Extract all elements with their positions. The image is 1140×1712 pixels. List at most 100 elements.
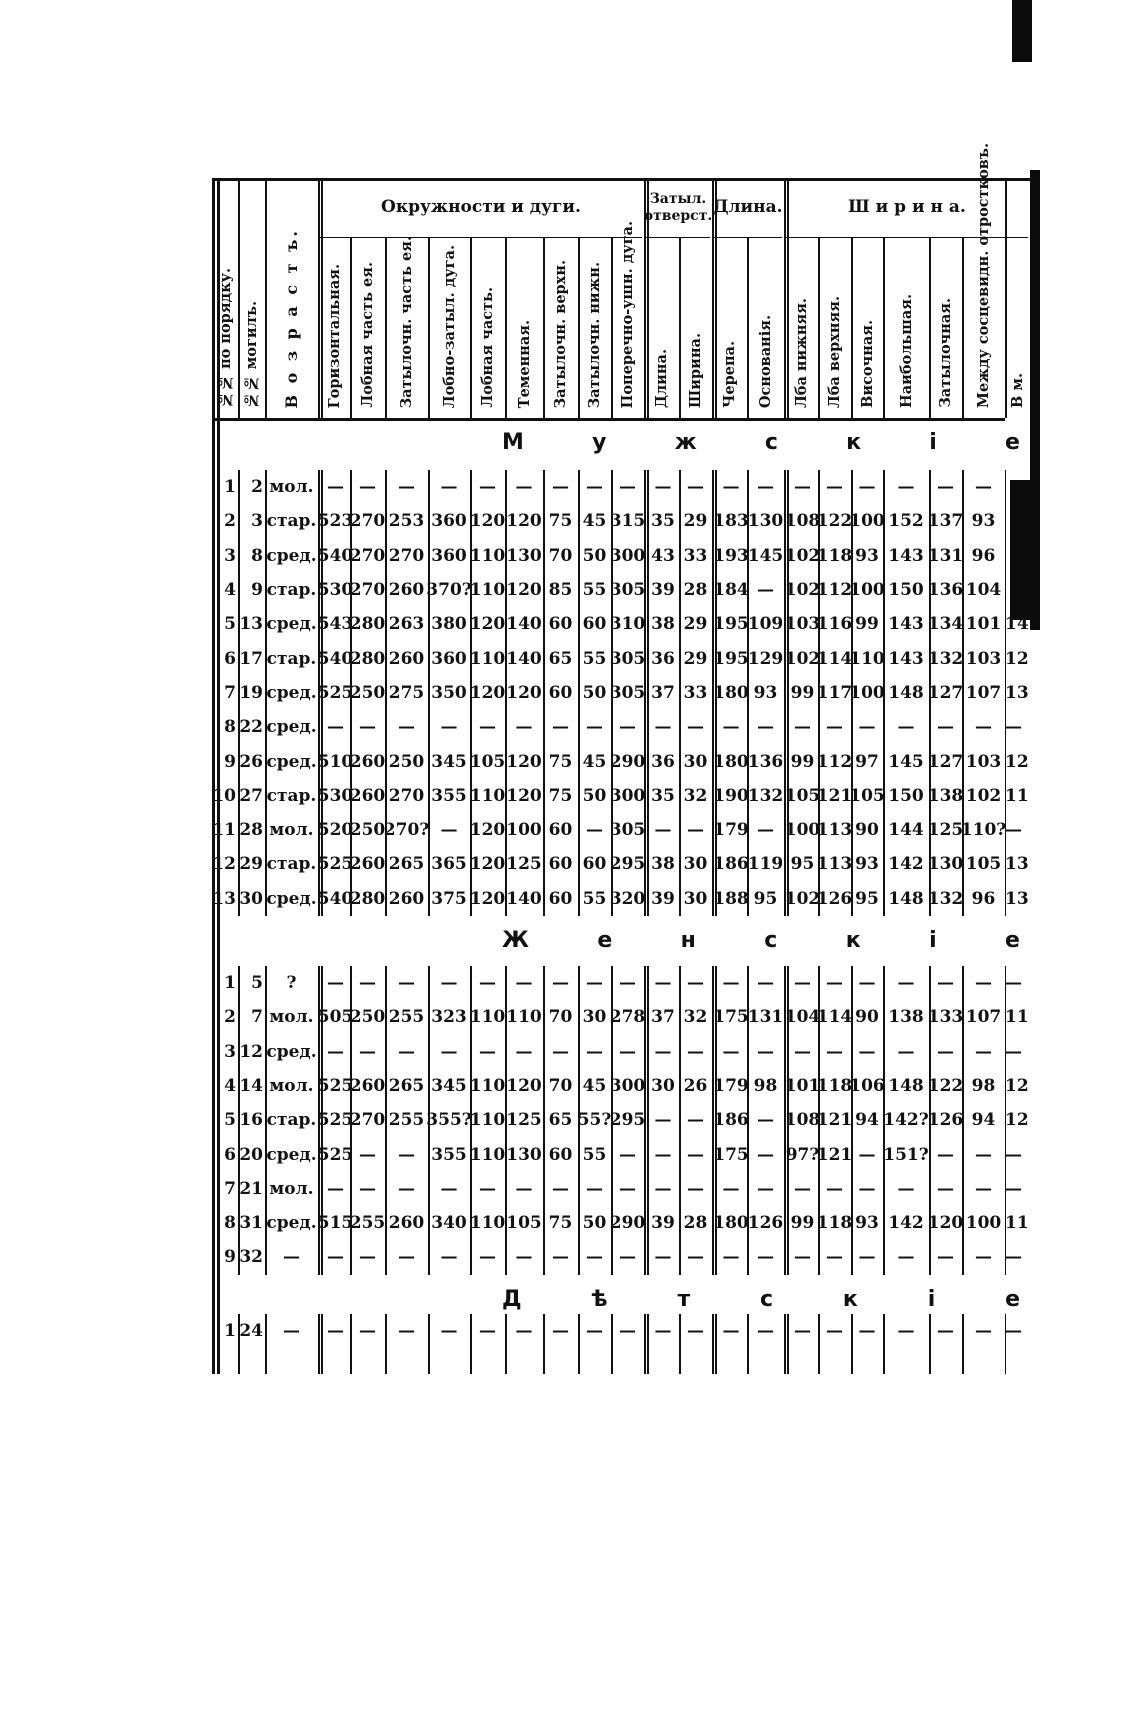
column-rule	[883, 1313, 885, 1374]
cell-partial: 11	[1005, 1213, 1029, 1234]
cell-mastoid-width: —	[975, 717, 992, 738]
cell-occipital-lower: 50	[582, 682, 607, 703]
cell-grave-no: 30	[239, 888, 263, 909]
cell-forehead-lower: 101	[784, 1075, 821, 1096]
cell-greatest: 151?	[883, 1144, 929, 1165]
cell-occipital-lower: 60	[582, 614, 607, 635]
cell-occipital-part: 265	[388, 1075, 425, 1096]
cell-foramen-length: —	[654, 1041, 672, 1062]
column-header-skull-length: Черепа.	[712, 239, 747, 418]
column-header-order-no: №№ по порядку.	[212, 182, 238, 418]
cell-base-length: 130	[747, 511, 784, 532]
cell-occipital-lower: 45	[582, 751, 607, 772]
cell-fronto-occipital-arc: 355	[431, 785, 467, 806]
cell-skull-length: —	[722, 1247, 740, 1268]
cell-base-length: 132	[747, 785, 784, 806]
cell-base-length: —	[757, 1041, 774, 1062]
cell-occipital-upper: 65	[548, 1110, 573, 1131]
cell-age: сред.	[266, 1213, 317, 1234]
scan-edge-mid	[1010, 480, 1032, 620]
cell-order-no: 8	[224, 717, 236, 738]
cell-greatest: —	[897, 1041, 915, 1062]
section-title-letter: е	[1005, 927, 1022, 953]
cell-occipital-upper: 75	[548, 511, 573, 532]
cell-grave-no: 20	[239, 1144, 263, 1165]
cell-greatest: 145	[888, 751, 924, 772]
cell-fronto-occipital-arc: —	[440, 1320, 458, 1341]
cell-base-length: —	[757, 717, 774, 738]
cell-base-length: 129	[747, 648, 784, 669]
column-rule	[818, 1313, 820, 1374]
cell-skull-length: —	[722, 1041, 740, 1062]
cell-base-length: —	[757, 1320, 774, 1341]
section-title-letter: і	[927, 1286, 938, 1312]
cell-foramen-length: 43	[651, 545, 675, 566]
cell-occipital-part: 250	[388, 751, 425, 772]
cell-transverse-auricular-arc: 278	[609, 1007, 646, 1028]
cell-occipital-upper: 70	[548, 1007, 573, 1028]
cell-foramen-width: —	[687, 1110, 704, 1131]
cell-greatest: 144	[888, 820, 924, 841]
column-header-foramen-width: Ширина.	[679, 239, 712, 418]
cell-occipital-upper: —	[552, 1041, 569, 1062]
cell-foramen-length: 36	[651, 648, 675, 669]
cell-temporal: 106	[849, 1075, 885, 1096]
cell-horizontal: 540	[317, 545, 354, 566]
cell-order-no: 7	[224, 682, 236, 703]
cell-partial	[1005, 573, 1030, 607]
cell-greatest: 143	[888, 545, 924, 566]
cell-skull-length: —	[722, 1178, 740, 1199]
table-row: 10 27 стар. 530 260 270 355 110 120 75 50 300 35 32 19…	[212, 779, 1030, 813]
cell-mastoid-width: 103	[965, 751, 1002, 772]
cell-frontal: 120	[469, 682, 506, 703]
cell-foramen-length: 38	[651, 854, 675, 875]
cell-occipital-part: —	[398, 1320, 415, 1341]
cell-transverse-auricular-arc: —	[619, 1320, 636, 1341]
cell-frontal: —	[479, 1247, 496, 1268]
cell-horizontal: 520	[317, 820, 354, 841]
cell-age: сред.	[266, 614, 317, 635]
cell-frontal-part: —	[359, 717, 376, 738]
cell-greatest: —	[897, 973, 915, 994]
column-header-greatest: Наибольшая.	[883, 239, 929, 418]
cell-transverse-auricular-arc: 300	[609, 545, 646, 566]
cell-foramen-width: 29	[683, 648, 708, 669]
cell-forehead-lower: —	[794, 477, 811, 498]
cell-occipital-upper: 60	[548, 682, 573, 703]
cell-frontal: —	[479, 1178, 496, 1199]
column-rule	[679, 237, 681, 418]
column-rule	[1005, 178, 1007, 418]
cell-order-no: 3	[224, 1041, 236, 1062]
section-title-letter: і	[929, 927, 939, 953]
column-rule	[321, 1313, 323, 1374]
cell-parietal: 140	[506, 614, 542, 635]
cell-occipital-upper: —	[552, 717, 569, 738]
cell-partial: 13	[1005, 888, 1029, 909]
cell-frontal: 110	[469, 1110, 506, 1131]
cell-horizontal: —	[327, 477, 344, 498]
cell-occipital-lower: —	[586, 820, 603, 841]
cell-partial: 12	[1005, 1075, 1029, 1096]
cell-mastoid-width: 96	[971, 888, 996, 909]
cell-temporal: —	[858, 1041, 876, 1062]
cell-greatest: 148	[888, 1075, 924, 1096]
table-row: 9 26 сред. 510 260 250 345 105 120 75 45 290 36 30 180…	[212, 744, 1030, 778]
cell-occipital-lower: 55	[582, 580, 607, 601]
cell-mastoid-width: 96	[971, 545, 996, 566]
cell-base-length: 109	[747, 614, 784, 635]
cell-forehead-lower: 103	[784, 614, 821, 635]
cell-occipital-upper: 60	[548, 854, 573, 875]
column-rule	[787, 1313, 789, 1374]
column-rule	[505, 237, 507, 418]
cell-temporal: 90	[855, 820, 879, 841]
group-header-circumferences: Окружности и дуги.	[381, 197, 581, 217]
column-rule	[470, 470, 472, 916]
cell-transverse-auricular-arc: —	[619, 717, 636, 738]
row-rule	[320, 237, 642, 239]
cell-transverse-auricular-arc: 295	[609, 854, 646, 875]
cell-fronto-occipital-arc: 350	[431, 682, 467, 703]
column-header-temporal: Височная.	[851, 239, 883, 418]
column-rule	[428, 470, 430, 916]
cell-partial: —	[1005, 1144, 1022, 1165]
cell-horizontal: —	[327, 1178, 344, 1199]
